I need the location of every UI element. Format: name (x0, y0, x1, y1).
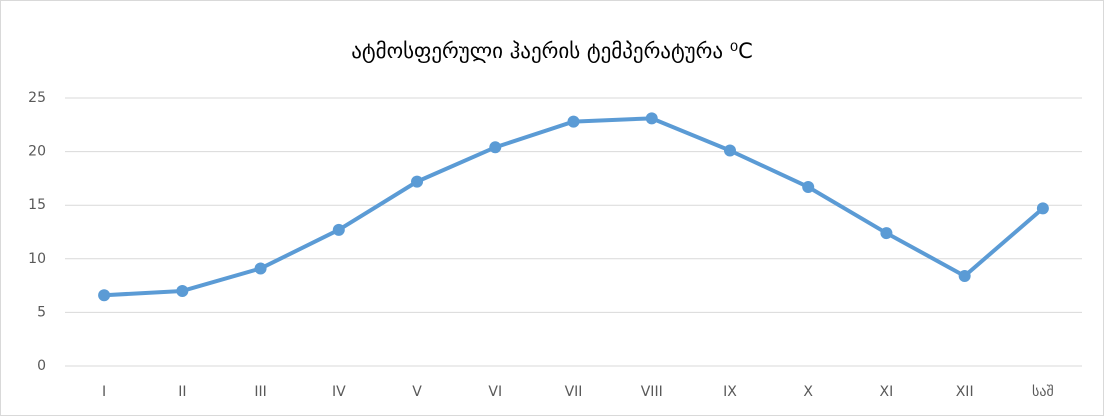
x-tick-label: საშ (1032, 384, 1054, 400)
point (1036, 202, 1049, 215)
point (176, 284, 189, 297)
x-tick-label: X (803, 384, 813, 400)
point (958, 269, 971, 282)
x-tick-label: VI (488, 384, 502, 400)
x-tick-label: I (102, 384, 106, 400)
x-tick-label: VII (565, 384, 583, 400)
point (723, 144, 736, 157)
point (411, 175, 424, 188)
point (645, 112, 658, 125)
x-tick-label: IX (723, 384, 737, 400)
point (489, 141, 502, 154)
x-tick-label: XI (880, 384, 894, 400)
point (98, 289, 111, 302)
point (880, 227, 893, 240)
chart-title: ატმოსფერული ჰაერის ტემპერატურა ⁰C (351, 39, 753, 63)
x-tick-label: XII (956, 384, 974, 400)
point (254, 262, 267, 275)
x-tick-label: IV (332, 384, 346, 400)
point (567, 115, 580, 128)
y-tick-label: 15 (28, 197, 46, 213)
y-tick-label: 5 (37, 304, 46, 320)
point (332, 223, 345, 236)
x-tick-label: II (178, 384, 186, 400)
y-tick-label: 20 (28, 144, 46, 160)
x-tick-label: V (412, 384, 422, 400)
y-tick-label: 25 (28, 90, 46, 106)
point (802, 180, 815, 193)
y-tick-label: 0 (37, 358, 46, 374)
x-tick-label: III (254, 384, 266, 400)
y-tick-label: 10 (28, 251, 46, 267)
x-tick-label: VIII (641, 384, 663, 400)
